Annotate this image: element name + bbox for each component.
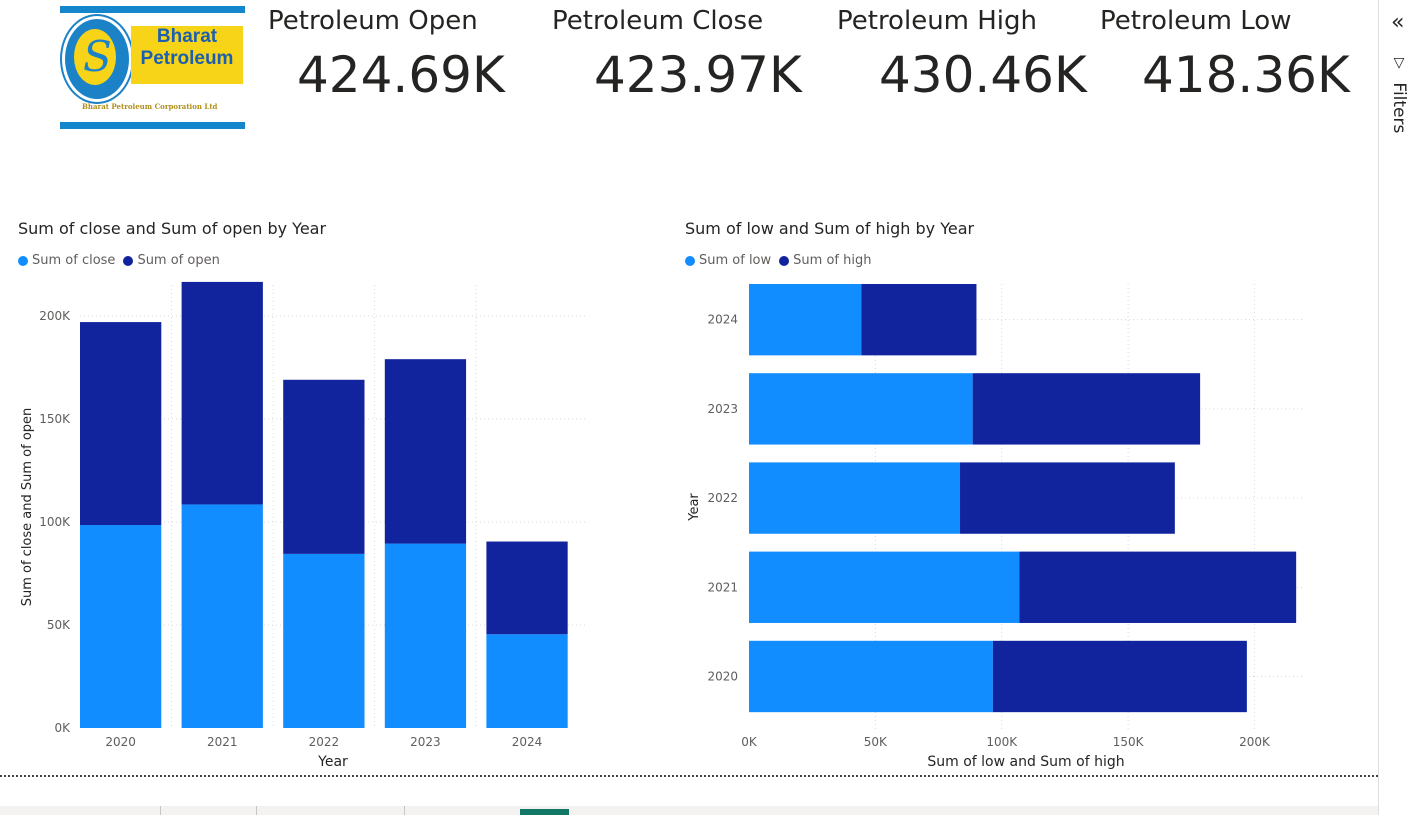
y-tick-label: 150K	[39, 412, 71, 426]
y-tick-label: 2023	[707, 402, 738, 416]
bar-sum-of-close[interactable]	[181, 504, 263, 728]
page-tabs-bar[interactable]	[0, 806, 1378, 815]
y-tick-label: 50K	[47, 618, 71, 632]
tab-separator	[160, 806, 161, 815]
report-canvas: S Bharat Petroleum Bharat Petroleum Corp…	[0, 0, 1360, 775]
kpi-close-label: Petroleum Close	[552, 6, 764, 36]
page-divider	[0, 775, 1378, 777]
legend-label-open: Sum of open	[137, 253, 220, 268]
x-tick-label: 200K	[1239, 735, 1271, 749]
kpi-open-label: Petroleum Open	[268, 6, 478, 36]
kpi-card-high[interactable]: Petroleum High 430.46K	[837, 0, 1097, 130]
tab-separator	[256, 806, 257, 815]
tab-separator	[404, 806, 405, 815]
chart-right-title: Sum of low and Sum of high by Year	[685, 219, 975, 238]
chart-left-title: Sum of close and Sum of open by Year	[18, 219, 327, 238]
logo-top-stripe	[60, 6, 245, 13]
kpi-card-open[interactable]: Petroleum Open 424.69K	[268, 0, 528, 130]
bar-sum-of-close[interactable]	[80, 525, 162, 728]
legend-item-open[interactable]: Sum of open	[123, 253, 220, 268]
legend-item-high[interactable]: Sum of high	[779, 253, 871, 268]
bharat-petroleum-logo: S Bharat Petroleum Bharat Petroleum Corp…	[60, 6, 245, 130]
x-axis-title: Sum of low and Sum of high	[927, 754, 1124, 770]
y-tick-label: 2024	[707, 313, 738, 327]
bar-sum-of-high[interactable]	[960, 462, 1175, 534]
chart-left-legend[interactable]: Sum of close Sum of open	[18, 253, 228, 268]
logo-emblem: S	[62, 16, 132, 102]
legend-item-low[interactable]: Sum of low	[685, 253, 771, 268]
bar-sum-of-close[interactable]	[384, 543, 467, 728]
x-tick-label: 2023	[410, 735, 441, 749]
active-tab-indicator[interactable]	[520, 809, 569, 815]
logo-wordmark: Bharat Petroleum	[131, 26, 243, 84]
kpi-low-value: 418.36K	[1142, 46, 1350, 104]
chart-left-plot[interactable]: 0K 50K 100K 150K 200K 2020 2021 2022 2023 2024 Yea…	[0, 280, 640, 775]
y-tick-label: 2021	[707, 580, 738, 594]
bar-sum-of-low[interactable]	[749, 640, 993, 713]
filters-label: Filters	[1389, 82, 1409, 134]
x-tick-label: 2024	[512, 735, 543, 749]
funnel-icon: ▽	[1391, 55, 1407, 71]
bar-sum-of-low[interactable]	[749, 284, 862, 356]
x-tick-label: 100K	[986, 735, 1018, 749]
legend-dot-icon	[779, 255, 790, 266]
y-axis-title: Sum of close and Sum of open	[20, 408, 35, 607]
kpi-high-label: Petroleum High	[837, 6, 1038, 36]
legend-dot-icon	[685, 255, 695, 266]
x-tick-label: 2021	[207, 735, 238, 749]
y-tick-label: 100K	[39, 515, 71, 529]
legend-dot-icon	[123, 255, 134, 266]
bar-sum-of-open[interactable]	[283, 379, 365, 554]
y-tick-label: 2022	[707, 491, 738, 505]
bar-sum-of-high[interactable]	[861, 284, 977, 356]
bar-sum-of-high[interactable]	[992, 640, 1247, 713]
y-tick-label: 0K	[54, 721, 71, 735]
kpi-card-close[interactable]: Petroleum Close 423.97K	[552, 0, 812, 130]
y-tick-label: 2020	[707, 669, 738, 683]
filters-toggle[interactable]: ▽ Filters	[1389, 55, 1409, 133]
legend-label-high: Sum of high	[793, 253, 872, 268]
kpi-open-value: 424.69K	[297, 46, 505, 104]
legend-label-close: Sum of close	[32, 253, 116, 268]
chart-right-plot[interactable]: 0K 50K 100K 150K 200K 2024 2023 2022 2021 2020 Sum…	[680, 280, 1340, 775]
legend-item-close[interactable]: Sum of close	[18, 253, 115, 268]
y-axis-title: Year	[687, 493, 702, 522]
x-tick-label: 50K	[864, 735, 888, 749]
kpi-card-low[interactable]: Petroleum Low 418.36K	[1100, 0, 1360, 130]
y-tick-label: 200K	[39, 309, 71, 323]
x-axis-title: Year	[317, 754, 348, 770]
bar-sum-of-open[interactable]	[486, 541, 568, 635]
logo-line2: Petroleum	[140, 48, 234, 69]
kpi-close-value: 423.97K	[594, 46, 802, 104]
x-tick-label: 0K	[741, 735, 758, 749]
logo-tagline: Bharat Petroleum Corporation Ltd	[82, 102, 218, 111]
bar-sum-of-open[interactable]	[384, 359, 467, 544]
filters-pane[interactable]: « ▽ Filters	[1378, 0, 1422, 815]
logo-bottom-stripe	[60, 122, 245, 129]
bar-sum-of-open[interactable]	[181, 281, 263, 505]
legend-dot-icon	[18, 255, 28, 266]
bar-sum-of-low[interactable]	[749, 551, 1020, 623]
x-tick-label: 150K	[1113, 735, 1145, 749]
x-tick-label: 2020	[105, 735, 136, 749]
chart-right-legend[interactable]: Sum of low Sum of high	[685, 253, 879, 268]
bar-sum-of-low[interactable]	[749, 462, 961, 534]
bar-sum-of-low[interactable]	[749, 373, 973, 445]
x-tick-label: 2022	[309, 735, 340, 749]
bar-sum-of-close[interactable]	[486, 634, 568, 728]
bar-sum-of-high[interactable]	[1019, 551, 1297, 623]
kpi-low-label: Petroleum Low	[1100, 6, 1292, 36]
double-chevron-left-icon[interactable]: «	[1391, 10, 1405, 35]
bar-sum-of-high[interactable]	[972, 373, 1201, 445]
bar-sum-of-open[interactable]	[80, 322, 162, 526]
bar-sum-of-close[interactable]	[283, 553, 365, 728]
legend-label-low: Sum of low	[699, 253, 772, 268]
logo-line1: Bharat	[156, 26, 218, 47]
kpi-high-value: 430.46K	[879, 46, 1087, 104]
